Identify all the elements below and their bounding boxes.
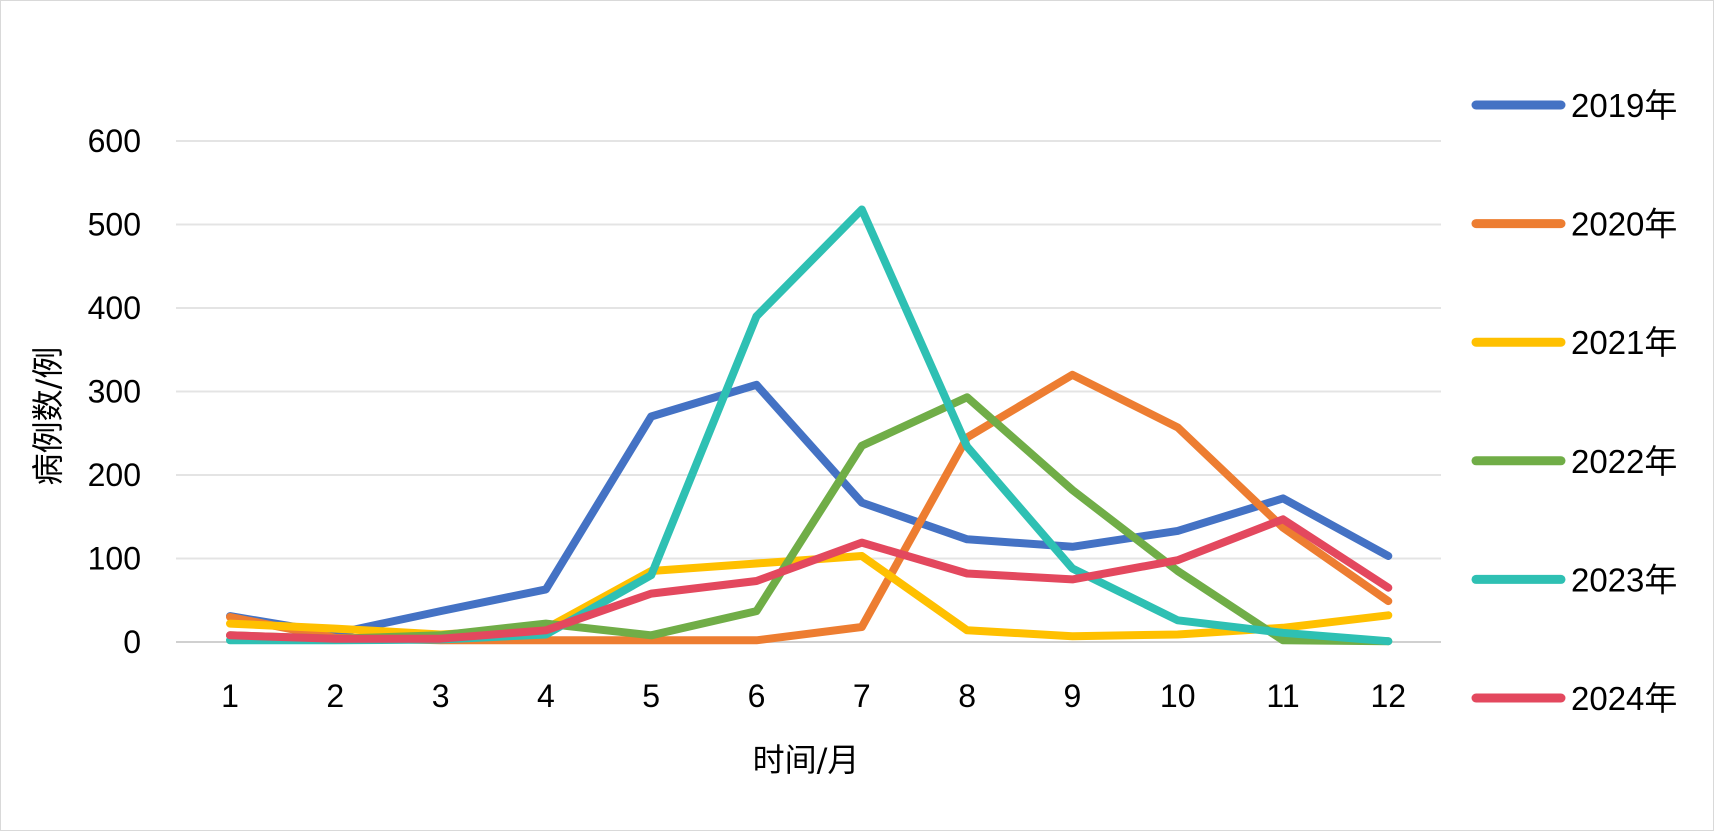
x-tick-label: 3 xyxy=(432,678,450,714)
x-tick-label: 11 xyxy=(1266,678,1299,714)
x-tick-label: 7 xyxy=(853,678,871,714)
series-line-2023年 xyxy=(226,205,1393,646)
x-tick-label: 10 xyxy=(1160,678,1196,714)
y-tick-label: 100 xyxy=(88,541,141,577)
x-tick-label: 5 xyxy=(642,678,660,714)
x-tick-labels: 1 2 3 4 5 6 7 8 9 10 11 12 xyxy=(221,678,1406,714)
gridlines xyxy=(176,140,1441,643)
legend-label: 2020年 xyxy=(1571,206,1677,243)
y-tick-label: 500 xyxy=(88,207,141,243)
legend-label: 2021年 xyxy=(1571,324,1677,361)
legend-label: 2022年 xyxy=(1571,443,1677,480)
y-tick-label: 200 xyxy=(88,457,141,493)
series-line-2019年 xyxy=(226,380,1393,638)
x-tick-label: 4 xyxy=(537,678,555,714)
legend-label: 2019年 xyxy=(1571,87,1677,124)
y-tick-label: 600 xyxy=(88,123,141,159)
series-lines xyxy=(226,205,1393,646)
x-tick-label: 8 xyxy=(958,678,976,714)
x-tick-label: 2 xyxy=(326,678,344,714)
x-tick-label: 6 xyxy=(748,678,766,714)
y-tick-label: 300 xyxy=(88,374,141,410)
series-line-2024年 xyxy=(226,515,1393,643)
x-axis-label: 时间/月 xyxy=(753,741,860,779)
legend: 2019年 2020年 2021年 2022年 2023年 2024年 xyxy=(1471,87,1677,717)
y-axis-label: 病例数/例 xyxy=(29,347,67,486)
y-tick-labels: 0 100 200 300 400 500 600 xyxy=(88,123,141,660)
series-line-2020年 xyxy=(226,370,1393,645)
y-tick-label: 400 xyxy=(88,290,141,326)
x-tick-label: 12 xyxy=(1371,678,1407,714)
y-tick-label: 0 xyxy=(123,624,141,660)
legend-label: 2024年 xyxy=(1571,680,1677,717)
legend-label: 2023年 xyxy=(1571,561,1677,598)
x-tick-label: 9 xyxy=(1064,678,1082,714)
x-tick-label: 1 xyxy=(221,678,239,714)
